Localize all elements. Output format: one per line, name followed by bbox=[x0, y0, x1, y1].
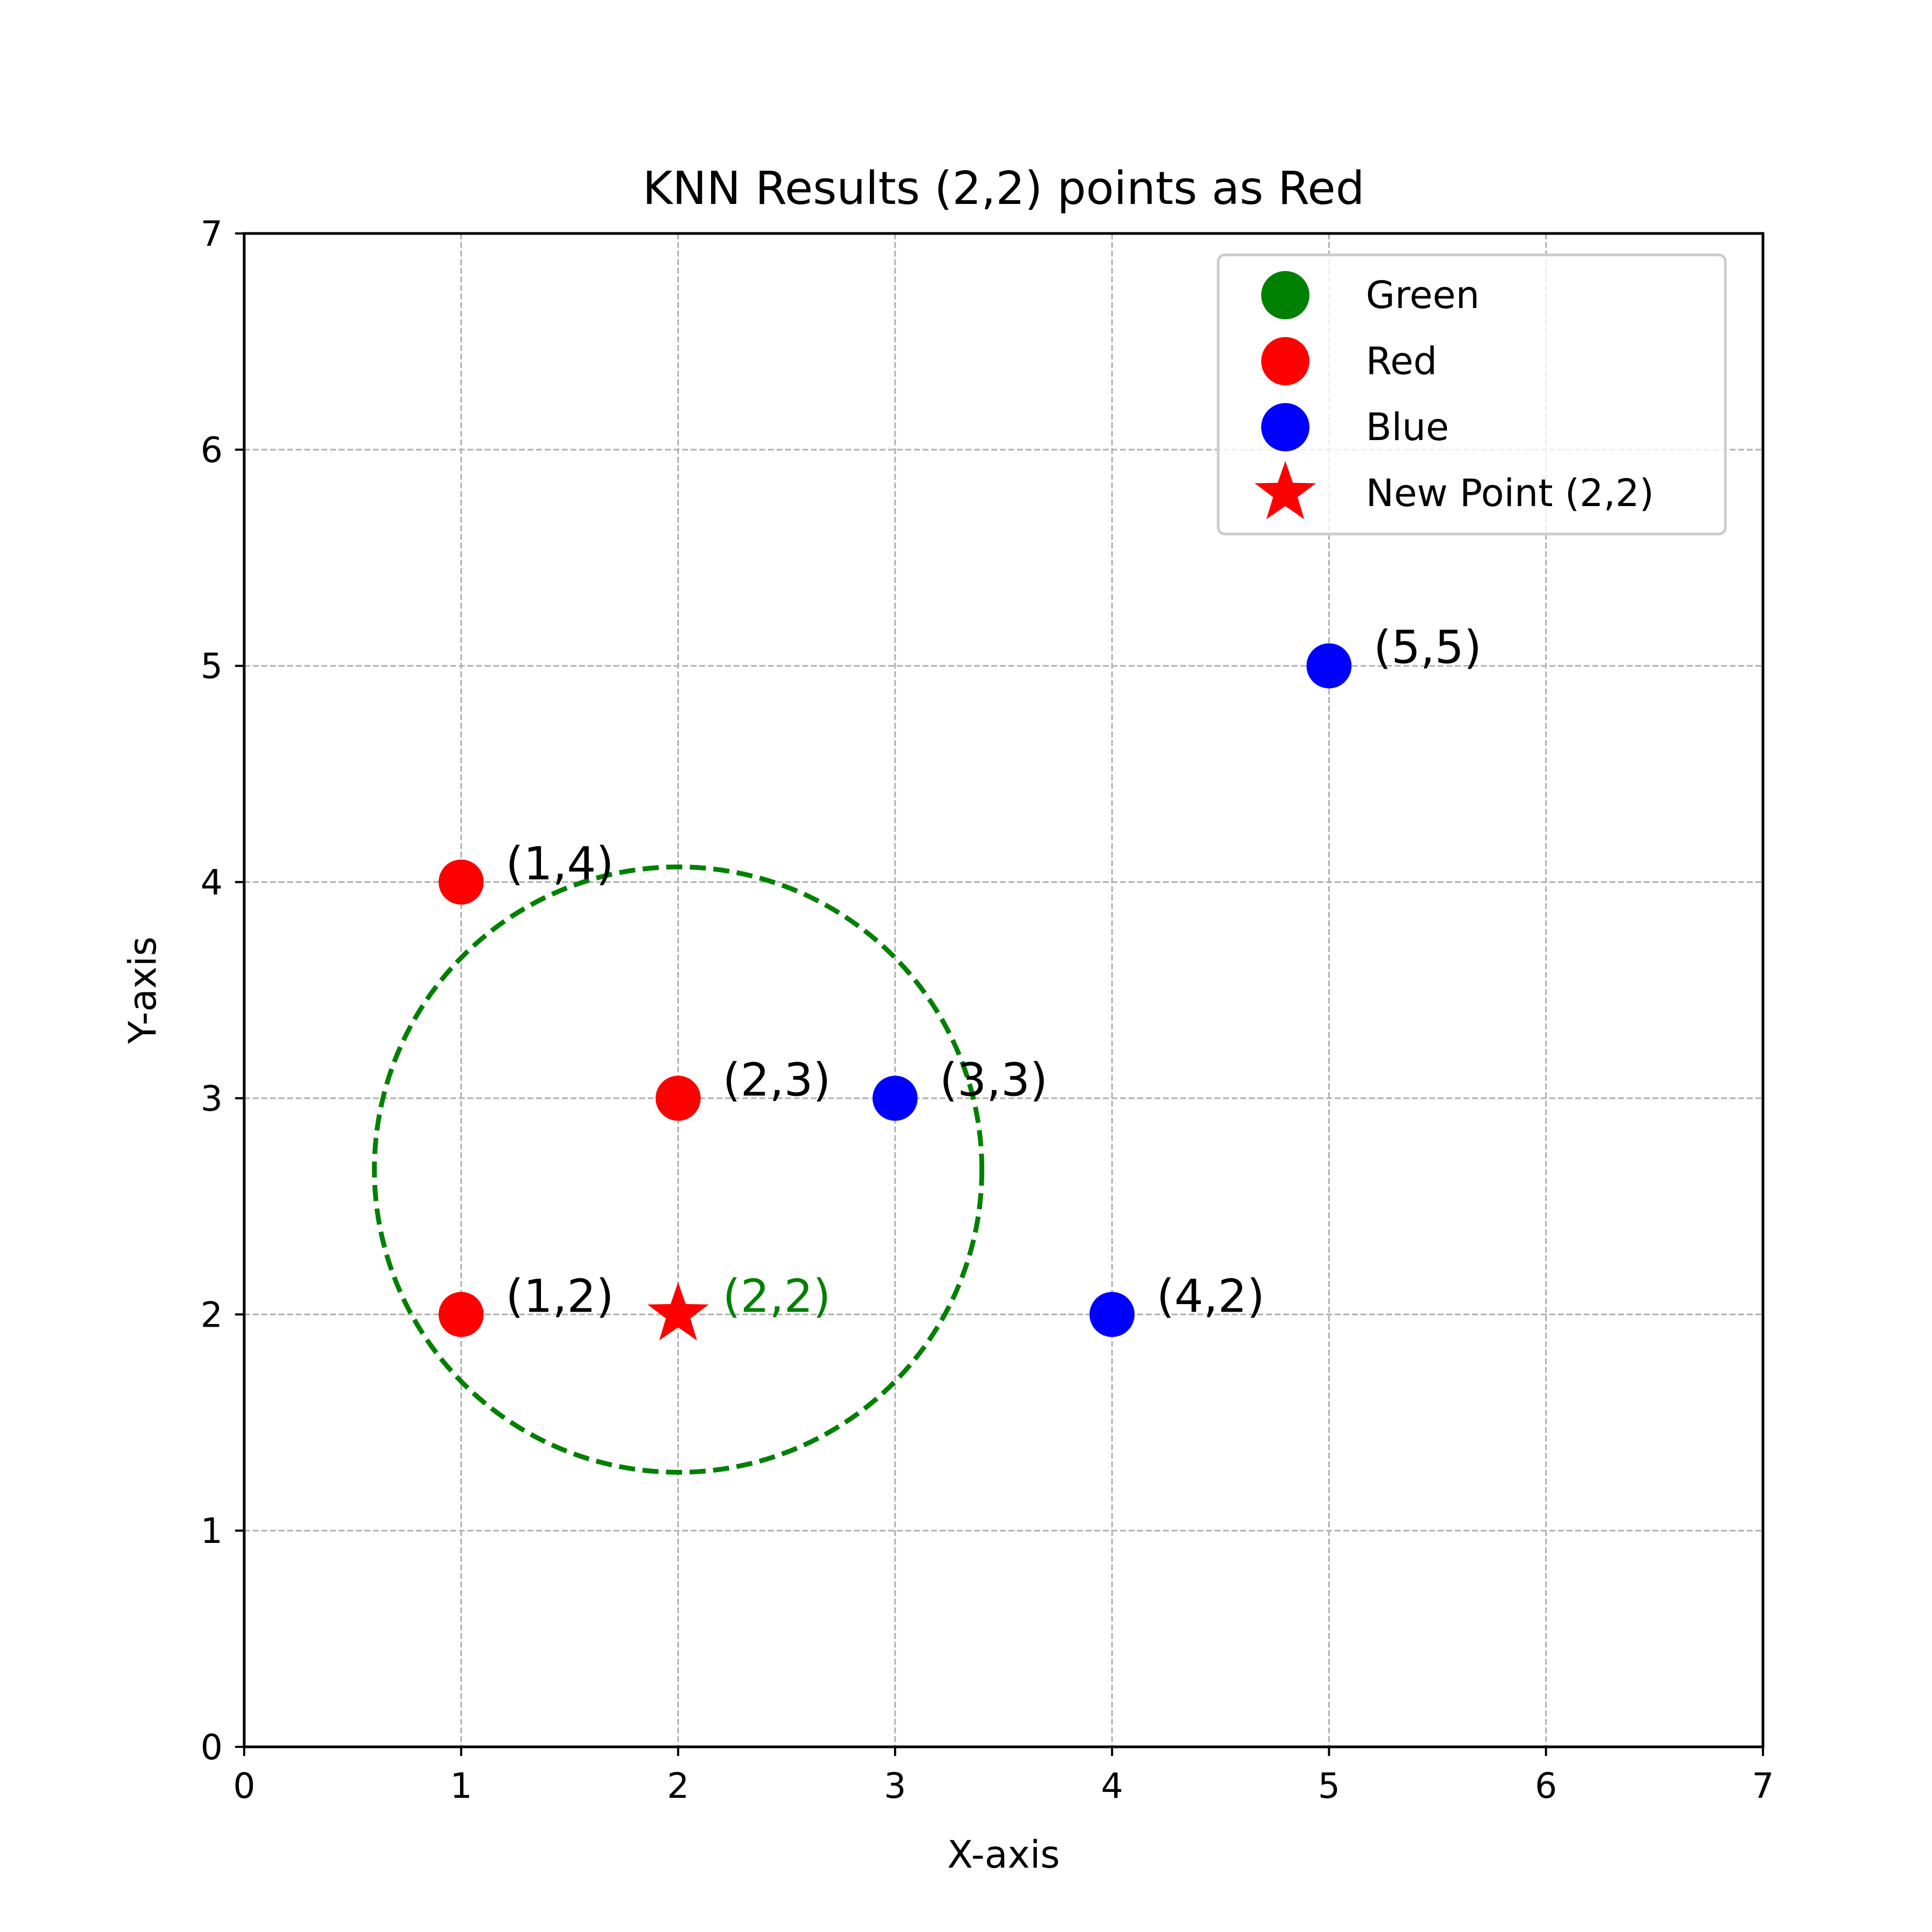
x-tick-label: 7 bbox=[1752, 1766, 1774, 1806]
data-point bbox=[1089, 1292, 1135, 1337]
chart-title: KNN Results (2,2) points as Red bbox=[642, 162, 1364, 215]
legend-label: Green bbox=[1366, 273, 1480, 317]
legend-label: Red bbox=[1366, 339, 1437, 383]
legend-circle-marker bbox=[1261, 337, 1309, 385]
new-point-label: (2,2) bbox=[723, 1270, 831, 1323]
neighborhood-circle bbox=[372, 864, 985, 1475]
point-label: (5,5) bbox=[1373, 621, 1482, 675]
y-axis-title: Y-axis bbox=[121, 936, 165, 1044]
legend-label: New Point (2,2) bbox=[1366, 471, 1654, 515]
data-points: (1,4) (2,3) (1,2) (5,5) (3,3) (4,2) (2,2) bbox=[438, 621, 1482, 1341]
y-tick-label: 1 bbox=[201, 1511, 223, 1552]
y-tick-label: 6 bbox=[201, 430, 223, 471]
plot-area-frame bbox=[243, 232, 1765, 1748]
point-label: (3,3) bbox=[940, 1053, 1048, 1107]
legend-box bbox=[1217, 253, 1727, 536]
x-tick-label: 6 bbox=[1535, 1766, 1557, 1806]
x-tick-label: 4 bbox=[1101, 1766, 1123, 1806]
data-point bbox=[655, 1075, 701, 1121]
point-label: (2,3) bbox=[723, 1053, 831, 1107]
data-point bbox=[872, 1075, 918, 1121]
x-axis-title: X-axis bbox=[947, 1833, 1060, 1877]
legend-label: Blue bbox=[1366, 405, 1449, 449]
data-point bbox=[438, 1292, 484, 1337]
new-point-star bbox=[647, 1282, 709, 1341]
y-tick-label: 4 bbox=[201, 863, 223, 903]
x-tick-label: 0 bbox=[233, 1766, 255, 1806]
y-tick-label: 2 bbox=[201, 1295, 223, 1335]
point-label: (1,4) bbox=[506, 838, 614, 891]
x-tick-label: 3 bbox=[884, 1766, 906, 1806]
x-tick-label: 5 bbox=[1318, 1766, 1340, 1806]
data-point bbox=[438, 859, 484, 905]
y-tick-label: 3 bbox=[201, 1079, 223, 1119]
data-point bbox=[1306, 643, 1352, 689]
point-label: (1,2) bbox=[506, 1270, 614, 1323]
x-tick-label: 2 bbox=[667, 1766, 689, 1806]
point-label: (4,2) bbox=[1157, 1270, 1265, 1323]
legend: Green Red Blue New Point (2,2) bbox=[1217, 253, 1727, 536]
legend-circle-marker bbox=[1261, 403, 1309, 451]
legend-circle-marker bbox=[1261, 271, 1309, 319]
y-tick-label: 0 bbox=[201, 1728, 223, 1768]
y-tick-label: 7 bbox=[201, 214, 223, 254]
axis-ticks: 0 1 2 3 4 5 6 7 0 1 2 3 4 5 6 7 bbox=[201, 214, 1774, 1806]
legend-star-marker bbox=[1254, 461, 1316, 519]
y-tick-label: 5 bbox=[201, 647, 223, 687]
neighborhood-circle-layer bbox=[372, 864, 985, 1475]
x-tick-label: 1 bbox=[450, 1766, 472, 1806]
